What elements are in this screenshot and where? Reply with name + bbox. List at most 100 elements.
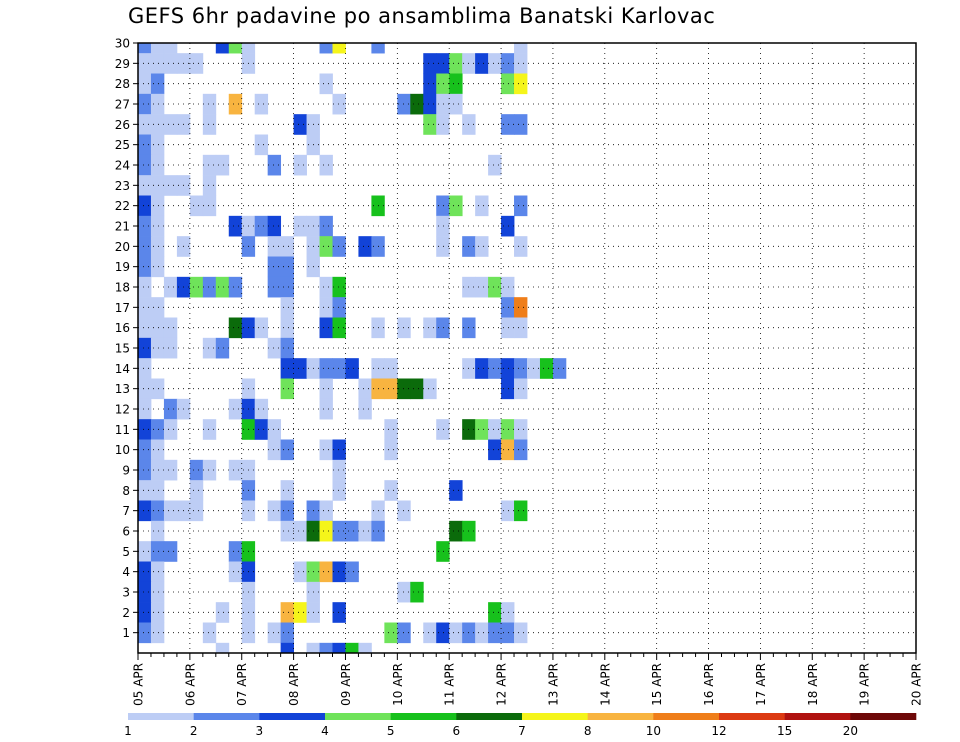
- heatmap-cell: [332, 43, 346, 54]
- legend-label: 3: [256, 724, 264, 738]
- heatmap-cell: [475, 419, 489, 440]
- heatmap-cell: [150, 256, 165, 278]
- heatmap-cell: [163, 114, 178, 135]
- heatmap-cell: [138, 134, 152, 156]
- heatmap-cell: [202, 419, 217, 440]
- heatmap-cell: [488, 358, 502, 379]
- heatmap-cell: [202, 175, 217, 196]
- heatmap-cell: [501, 53, 515, 74]
- heatmap-cell: [384, 439, 398, 461]
- heatmap-cell: [384, 378, 398, 400]
- x-tick-label: 15 APR: [650, 663, 664, 706]
- heatmap-cell: [501, 73, 515, 95]
- y-tick-label: 28: [115, 77, 130, 91]
- heatmap-cell: [423, 93, 437, 115]
- heatmap-cell: [501, 358, 515, 379]
- heatmap-cell: [332, 480, 346, 501]
- y-tick-label: 9: [122, 464, 130, 478]
- y-tick-label: 25: [115, 138, 130, 152]
- heatmap-cell: [514, 297, 528, 318]
- heatmap-cell: [436, 419, 450, 440]
- heatmap-cell: [397, 378, 411, 400]
- y-tick-label: 30: [115, 37, 130, 51]
- heatmap-cell: [436, 195, 450, 217]
- y-tick-label: 15: [115, 342, 130, 356]
- heatmap-cell: [280, 256, 294, 278]
- heatmap-cell: [202, 114, 217, 135]
- heatmap-cell: [267, 256, 282, 278]
- heatmap-cell: [306, 642, 320, 654]
- legend-label: 5: [387, 724, 395, 738]
- heatmap-cell: [449, 93, 463, 115]
- heatmap-cell: [475, 195, 489, 217]
- legend-label: 10: [646, 724, 661, 738]
- heatmap-cell: [332, 439, 346, 461]
- heatmap-cell: [488, 439, 502, 461]
- color-legend: 1 2 3 4 5 6 7 8 10 12 15 20: [124, 713, 917, 738]
- heatmap-cell: [202, 276, 217, 298]
- heatmap-cell: [150, 581, 165, 603]
- heatmap-cell: [163, 53, 178, 74]
- heatmap-cell: [267, 500, 282, 522]
- heatmap-cell: [150, 134, 165, 156]
- legend-label: 6: [453, 724, 461, 738]
- y-tick-label: 16: [115, 321, 130, 335]
- heatmap-cell: [150, 622, 165, 644]
- heatmap-cell: [319, 398, 333, 420]
- heatmap-cell: [475, 53, 489, 74]
- heatmap-cell: [280, 622, 294, 644]
- heatmap-cell: [280, 358, 294, 379]
- heatmap-cell: [475, 358, 489, 379]
- heatmap-cell: [202, 459, 217, 481]
- heatmap-cell: [488, 53, 502, 74]
- heatmap-cell: [345, 358, 359, 379]
- legend-swatch: [325, 713, 391, 720]
- heatmap-cell: [319, 276, 333, 298]
- heatmap-cell: [280, 378, 294, 400]
- heatmap-cell: [436, 73, 450, 95]
- heatmap-cell: [332, 93, 346, 115]
- heatmap-cell: [150, 297, 165, 318]
- heatmap-cell: [436, 317, 450, 339]
- heatmap-cell: [319, 43, 333, 54]
- heatmap-cell: [371, 43, 385, 54]
- heatmap-cell: [410, 581, 424, 603]
- heatmap-cell: [384, 419, 398, 440]
- x-tick-label: 11 APR: [443, 663, 457, 706]
- heatmap-cell: [488, 276, 502, 298]
- heatmap-cell: [241, 43, 256, 54]
- heatmap-cell: [138, 439, 152, 461]
- heatmap-cell: [163, 43, 178, 54]
- heatmap-cell: [319, 439, 333, 461]
- x-tick-label: 08 APR: [287, 663, 301, 706]
- heatmap-cell: [423, 73, 437, 95]
- heatmap-cell: [332, 358, 346, 379]
- x-tick-label: 07 APR: [235, 663, 249, 706]
- y-tick-label: 20: [115, 240, 130, 254]
- heatmap-cell: [436, 541, 450, 562]
- heatmap-cell: [397, 500, 411, 522]
- heatmap-cell: [163, 175, 178, 196]
- legend-swatch: [587, 713, 654, 720]
- heatmap-cell: [150, 154, 165, 176]
- legend-swatch: [719, 713, 785, 720]
- heatmap-cell: [449, 53, 463, 74]
- heatmap-cell: [267, 154, 282, 176]
- heatmap-cell: [138, 480, 152, 501]
- heatmap-cell: [358, 236, 372, 257]
- heatmap-cell: [150, 378, 165, 400]
- y-tick-label: 10: [115, 443, 130, 457]
- y-tick-label: 6: [122, 525, 130, 539]
- heatmap-cell: [345, 561, 359, 583]
- y-tick-label: 8: [122, 484, 130, 498]
- y-tick-label: 1: [122, 626, 130, 640]
- heatmap-cell: [410, 378, 424, 400]
- heatmap-cell: [436, 93, 450, 115]
- heatmap-cell: [138, 358, 152, 379]
- heatmap-cell: [319, 642, 333, 654]
- y-tick-label: 14: [115, 362, 130, 376]
- heatmap-cell: [138, 215, 152, 237]
- heatmap-cell: [267, 419, 282, 440]
- x-tick-label: 17 APR: [754, 663, 768, 706]
- heatmap-cell: [488, 622, 502, 644]
